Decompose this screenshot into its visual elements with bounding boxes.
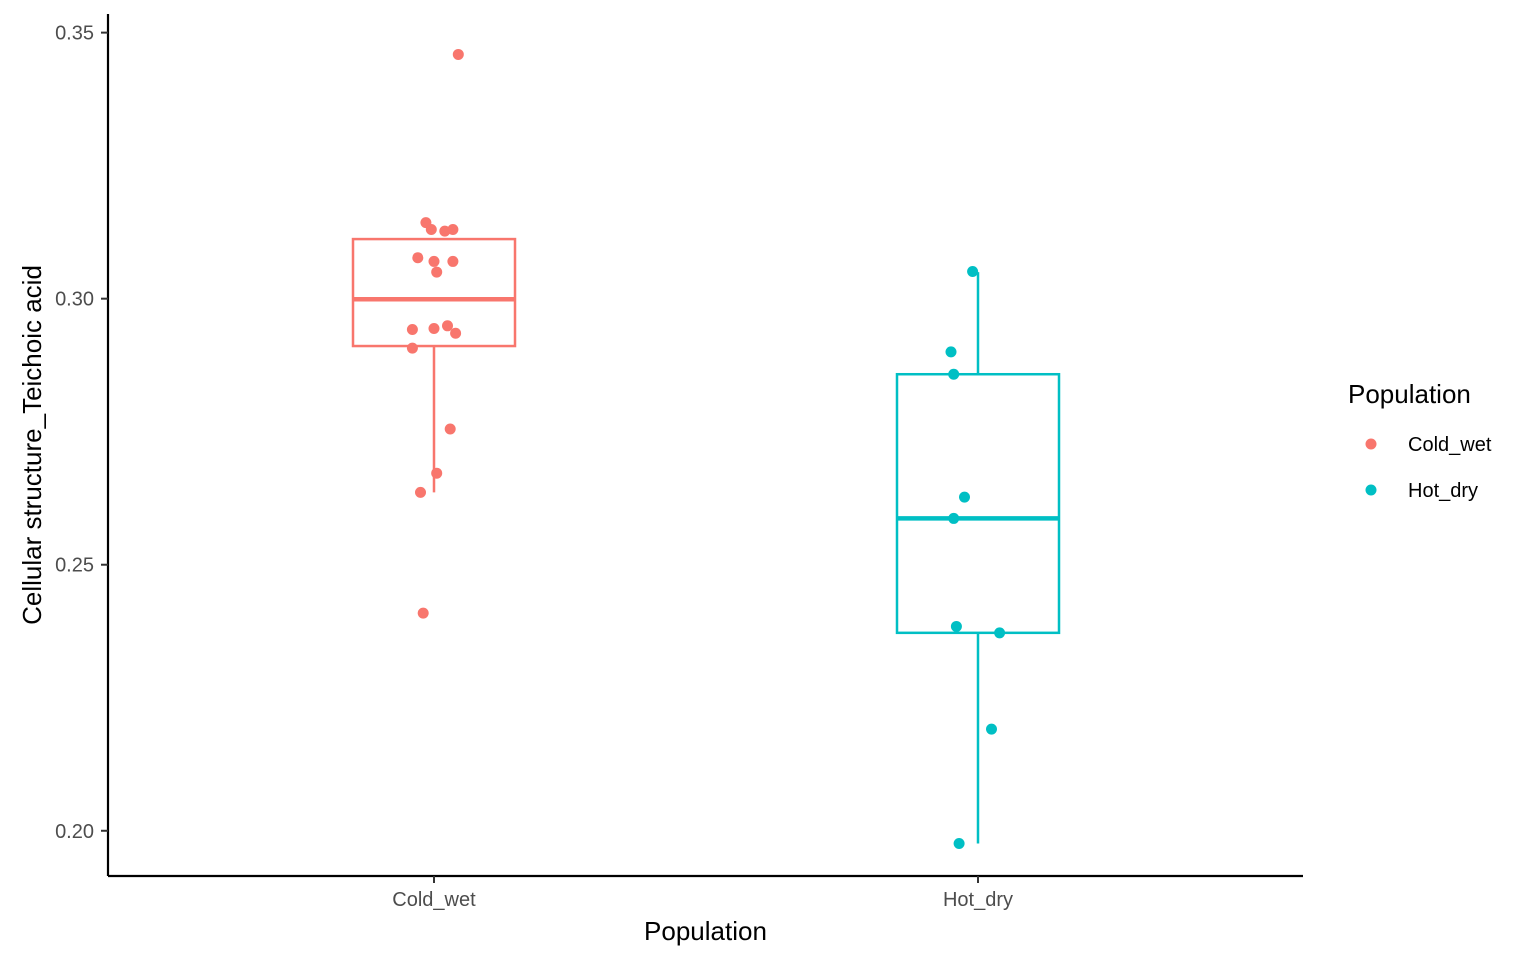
data-point [447, 224, 459, 235]
data-point [428, 322, 440, 334]
series-Cold_wet [351, 48, 517, 619]
series-Hot_dry [895, 266, 1061, 850]
data-point [406, 324, 418, 336]
plot-area [351, 48, 1061, 850]
data-point [959, 491, 970, 503]
legend-key [1365, 438, 1377, 450]
legend: Population Cold_wet Hot_dry [1348, 379, 1492, 502]
data-point [444, 423, 456, 435]
y-axis-title: Cellular structure_Teichoic acid [17, 265, 47, 625]
data-point [442, 320, 453, 332]
y-tick-label: 0.30 [55, 289, 94, 311]
y-tick-label: 0.35 [55, 23, 94, 45]
y-tick-label: 0.25 [55, 555, 94, 577]
x-axis-title: Population [644, 916, 767, 946]
x-tick-label: Hot_dry [943, 889, 1013, 911]
x-tick-label: Cold_wet [392, 889, 476, 911]
data-point [425, 224, 437, 235]
data-point [452, 48, 464, 60]
box [895, 372, 1061, 635]
data-point [953, 838, 965, 850]
data-point [950, 620, 962, 632]
data-point [431, 467, 443, 479]
data-point [417, 607, 429, 619]
data-point [948, 368, 960, 380]
data-point [994, 627, 1006, 639]
data-point [428, 255, 440, 267]
legend-item-Hot_dry: Hot_dry [1365, 480, 1478, 502]
legend-item-Cold_wet: Cold_wet [1365, 434, 1492, 456]
legend-label: Hot_dry [1408, 480, 1478, 502]
data-point [967, 266, 979, 278]
data-point [948, 512, 960, 524]
legend-label: Cold_wet [1408, 434, 1492, 456]
data-point [945, 346, 957, 358]
box [351, 237, 517, 348]
data-point [447, 255, 459, 267]
legend-key [1365, 484, 1377, 496]
axes: 0.20 0.25 0.30 0.35 Cold_wet Hot_dry [55, 14, 1303, 911]
data-point [986, 723, 997, 735]
data-point [450, 327, 462, 339]
data-point [412, 252, 424, 264]
data-point [406, 342, 418, 354]
data-point [431, 266, 443, 278]
legend-title: Population [1348, 379, 1471, 409]
y-tick-label: 0.20 [55, 821, 94, 843]
data-point [415, 486, 426, 498]
